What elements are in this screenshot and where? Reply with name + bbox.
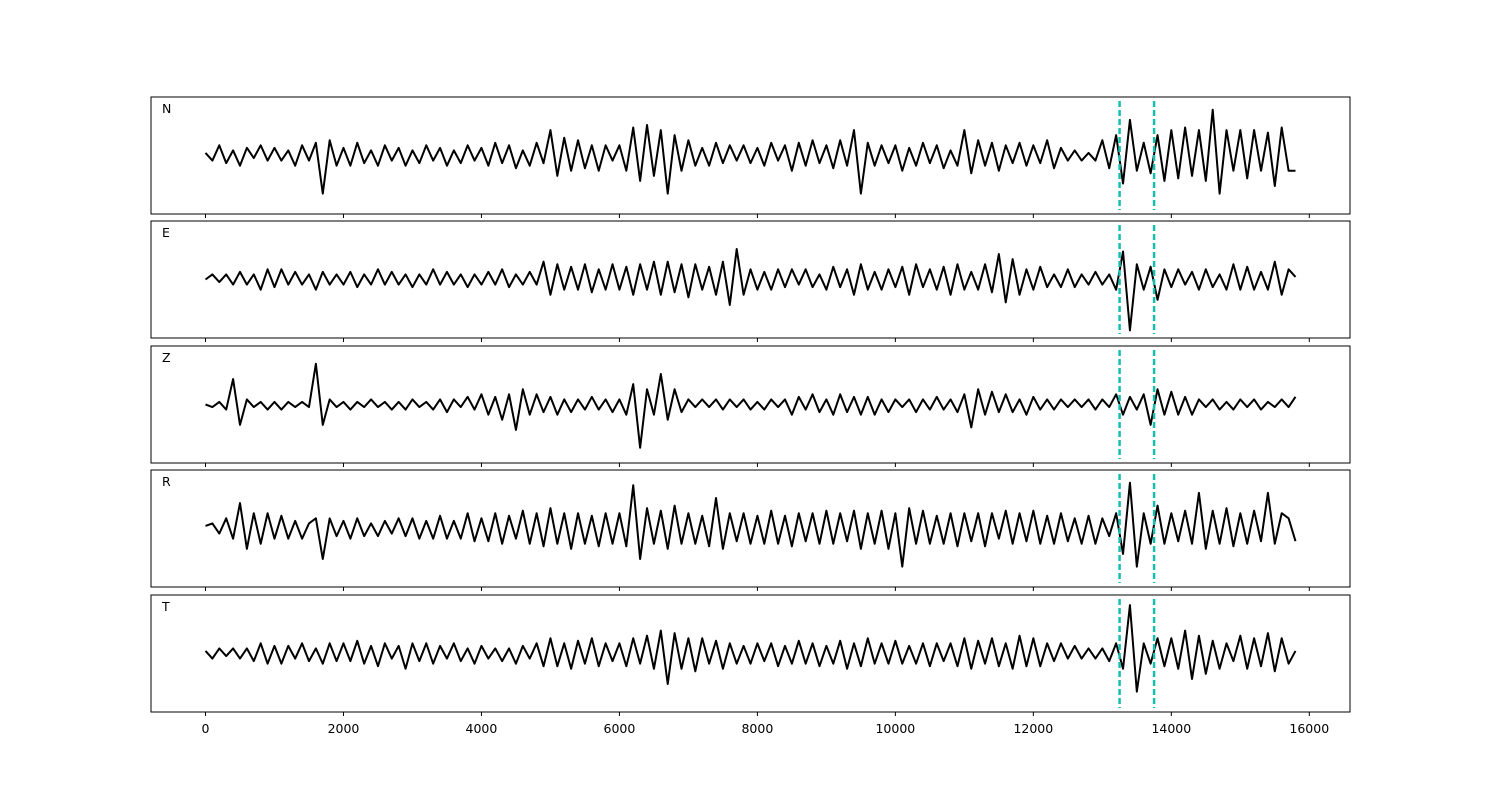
panel-frame	[150, 469, 1351, 588]
panel-label: E	[162, 225, 170, 240]
trace	[204, 108, 1296, 195]
x-tick-label: 14000	[1151, 721, 1191, 736]
trace	[205, 481, 1297, 568]
panel-frame	[150, 345, 1351, 464]
x-tick-label: 16000	[1289, 721, 1329, 736]
trace	[205, 362, 1297, 449]
x-tick-label: 6000	[604, 721, 636, 736]
trace	[204, 604, 1297, 693]
x-tick-label: 0	[202, 721, 210, 736]
x-tick-label: 2000	[328, 721, 360, 736]
panel-frame	[150, 96, 1351, 215]
panel-label: Z	[162, 350, 171, 365]
panel-frame	[150, 220, 1351, 339]
x-tick-label: 4000	[466, 721, 498, 736]
panel-label: T	[161, 599, 170, 614]
panel-frame	[150, 594, 1351, 713]
x-tick-label: 8000	[741, 721, 773, 736]
panel-label: N	[162, 101, 171, 116]
panel-label: R	[162, 474, 171, 489]
trace	[204, 247, 1297, 332]
x-tick-label: 12000	[1013, 721, 1053, 736]
x-tick-label: 10000	[875, 721, 915, 736]
